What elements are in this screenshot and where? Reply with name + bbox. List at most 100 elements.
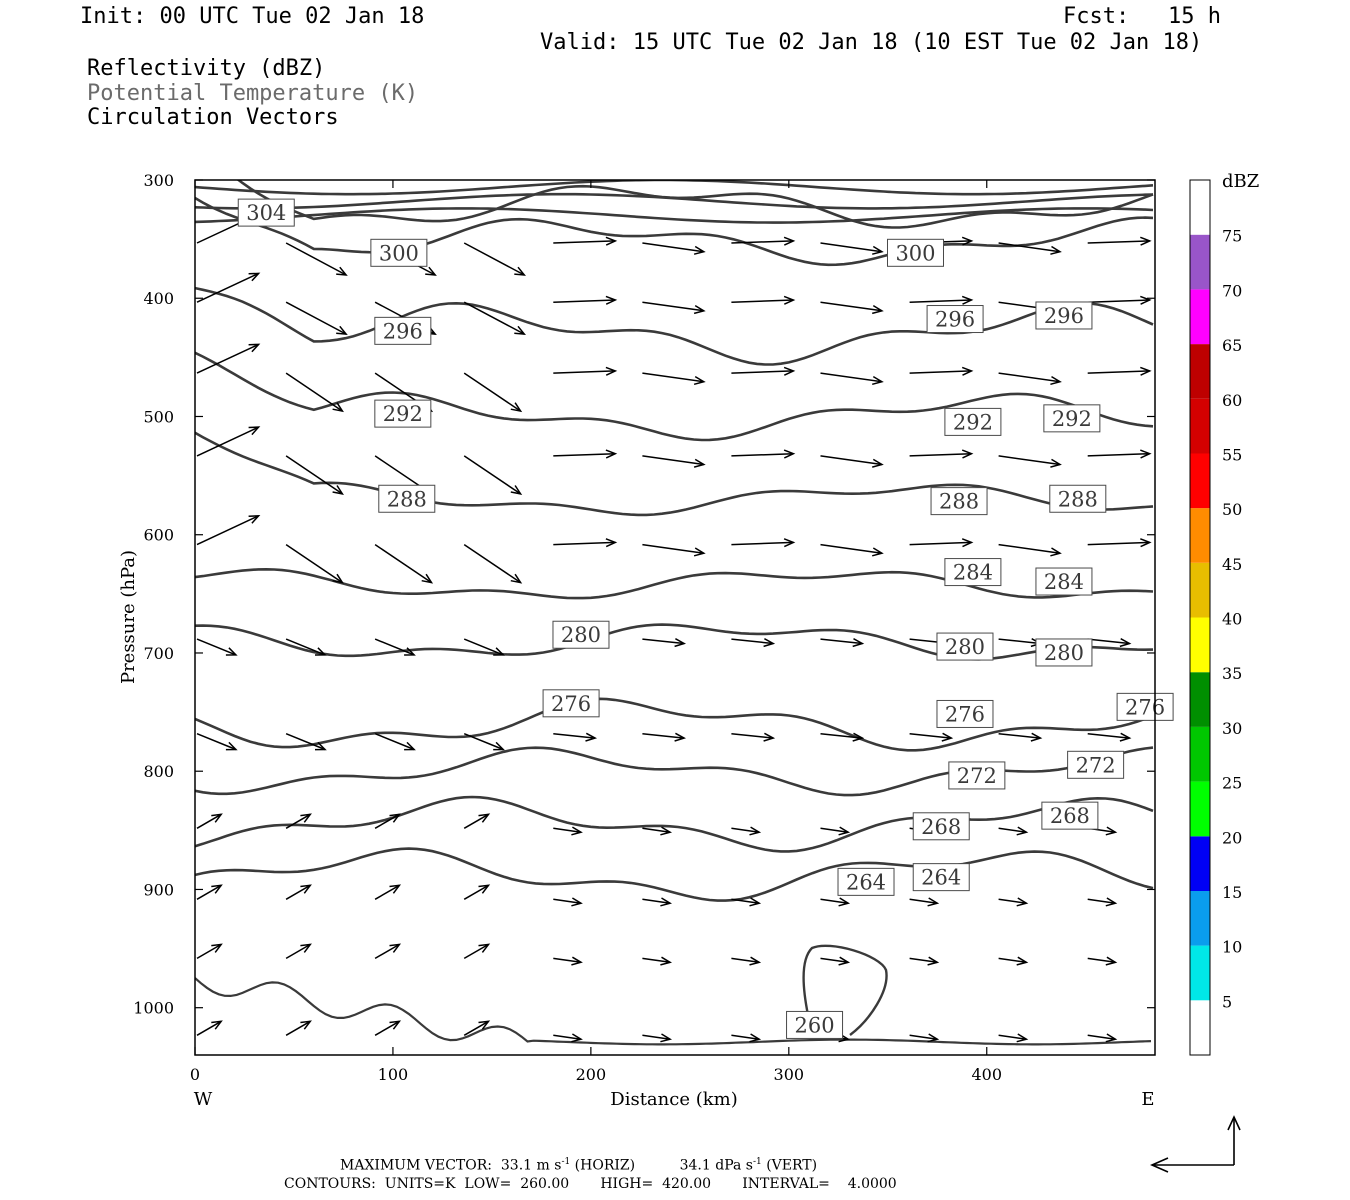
circulation-vector bbox=[196, 514, 261, 546]
circulation-vector bbox=[1087, 366, 1152, 376]
contour-labels: 304 300 300 296 296 296 292 292 292 288 288 288 284 2… bbox=[237, 198, 1174, 1039]
vector-head bbox=[852, 638, 865, 648]
vector-head bbox=[1119, 732, 1132, 742]
forecast-hour-label: Fcst: bbox=[1063, 4, 1130, 29]
contour-label-box bbox=[1035, 301, 1093, 330]
contour-label-box bbox=[1116, 692, 1174, 721]
circulation-vector bbox=[642, 1033, 673, 1043]
vector-shaft bbox=[998, 732, 1041, 739]
circulation-vector bbox=[731, 638, 776, 648]
circulation-vector bbox=[731, 732, 776, 742]
vector-head bbox=[571, 1033, 583, 1043]
vector-head bbox=[961, 295, 974, 305]
vector-shaft bbox=[909, 541, 972, 546]
theta-contour-296 bbox=[195, 286, 1154, 366]
vector-shaft bbox=[196, 813, 222, 829]
x-tick-label: 400 bbox=[971, 1065, 1002, 1084]
circulation-vector bbox=[463, 242, 526, 276]
colorbar-cell bbox=[1190, 781, 1210, 837]
circulation-vector bbox=[909, 1033, 940, 1043]
valid-time: Valid: 15 UTC Tue 02 Jan 18 (10 EST Tue … bbox=[540, 30, 1203, 55]
vector-shaft bbox=[285, 455, 343, 495]
vector-head bbox=[872, 245, 884, 255]
y-tick-label: 600 bbox=[143, 526, 174, 545]
vector-head bbox=[1119, 638, 1132, 648]
circulation-vector bbox=[731, 236, 796, 246]
forecast-hour-value: 15 h bbox=[1168, 4, 1221, 29]
circulation-vector bbox=[909, 295, 974, 305]
circulation-vector bbox=[820, 372, 884, 386]
max-vector-line: MAXIMUM VECTOR: 33.1 m s-1 (HORIZ) 34.1 … bbox=[340, 1157, 817, 1174]
vector-head bbox=[605, 366, 618, 376]
vector-shaft bbox=[1087, 638, 1130, 645]
circulation-vector bbox=[1087, 295, 1152, 305]
contours-info: CONTOURS: UNITS=K LOW= 260.00 HIGH= 420.… bbox=[284, 1176, 897, 1192]
colorbar-cell bbox=[1190, 617, 1210, 673]
vector-shaft bbox=[820, 543, 883, 554]
circulation-vector bbox=[642, 372, 706, 386]
circulation-vector bbox=[1087, 732, 1132, 742]
circulation-vector bbox=[909, 956, 940, 966]
vector-shaft bbox=[820, 898, 849, 904]
circulation-vector bbox=[998, 826, 1029, 836]
vector-head bbox=[1050, 245, 1062, 255]
contour-label-276: 276 bbox=[945, 702, 985, 726]
y-tick-label: 1000 bbox=[133, 999, 174, 1018]
circulation-vector bbox=[285, 242, 348, 276]
circulation-vector bbox=[642, 543, 706, 557]
contour-label-box bbox=[374, 399, 432, 428]
circulation-vector bbox=[642, 301, 706, 315]
vector-head bbox=[1016, 956, 1029, 966]
vector-shaft bbox=[553, 732, 596, 739]
vector-head bbox=[571, 897, 583, 907]
vector-head bbox=[1105, 956, 1118, 966]
vector-shaft bbox=[1087, 299, 1150, 303]
vector-shaft bbox=[463, 943, 489, 960]
vector-head bbox=[872, 304, 884, 315]
contour-label-box bbox=[1043, 404, 1101, 433]
vector-head bbox=[605, 295, 618, 305]
vector-shaft bbox=[731, 1034, 760, 1040]
vector-shaft bbox=[196, 272, 259, 303]
circulation-vector bbox=[553, 897, 583, 907]
circulation-vector bbox=[553, 449, 618, 459]
circulation-vector bbox=[642, 638, 687, 648]
theta-contour-276 bbox=[195, 697, 1154, 752]
y-axis-title: Pressure (hPa) bbox=[118, 550, 139, 684]
contour-label-box bbox=[786, 1010, 844, 1039]
circulation-vector bbox=[820, 242, 884, 255]
vector-head bbox=[514, 325, 526, 336]
init-time: Init: 00 UTC Tue 02 Jan 18 bbox=[80, 4, 425, 29]
vector-head bbox=[783, 295, 796, 305]
contour-label-280: 280 bbox=[561, 623, 601, 647]
max-vector-label: MAXIMUM VECTOR: bbox=[340, 1157, 492, 1174]
vector-head bbox=[961, 449, 974, 459]
colorbar-cell bbox=[1190, 289, 1210, 345]
contour-label-box bbox=[948, 761, 1006, 790]
circulation-vector bbox=[463, 884, 491, 900]
x-axis-east-label: E bbox=[1141, 1089, 1154, 1110]
circulation-vector bbox=[553, 956, 583, 966]
vector-shaft bbox=[553, 240, 616, 244]
contour-label-box bbox=[1041, 801, 1099, 830]
vector-head bbox=[478, 884, 491, 894]
circulation-vector bbox=[909, 449, 974, 459]
vector-head bbox=[1140, 236, 1152, 246]
circulation-vector bbox=[553, 236, 618, 246]
contour-label-box bbox=[926, 305, 984, 334]
circulation-vector bbox=[285, 1020, 312, 1036]
circulation-vector bbox=[909, 366, 974, 376]
circulation-vector bbox=[285, 884, 312, 900]
vector-shaft bbox=[731, 452, 794, 457]
colorbar-cell bbox=[1190, 890, 1210, 946]
vector-head bbox=[660, 826, 673, 836]
vector-head bbox=[693, 245, 706, 255]
vector-head bbox=[225, 647, 238, 656]
circulation-vector bbox=[463, 638, 505, 656]
colorbar-cell bbox=[1190, 836, 1210, 891]
contour-label-box bbox=[237, 198, 295, 227]
circulation-vector bbox=[820, 732, 865, 742]
vector-shaft bbox=[820, 242, 883, 253]
colorbar-cell bbox=[1190, 1000, 1210, 1055]
circulation-vector bbox=[820, 455, 884, 468]
